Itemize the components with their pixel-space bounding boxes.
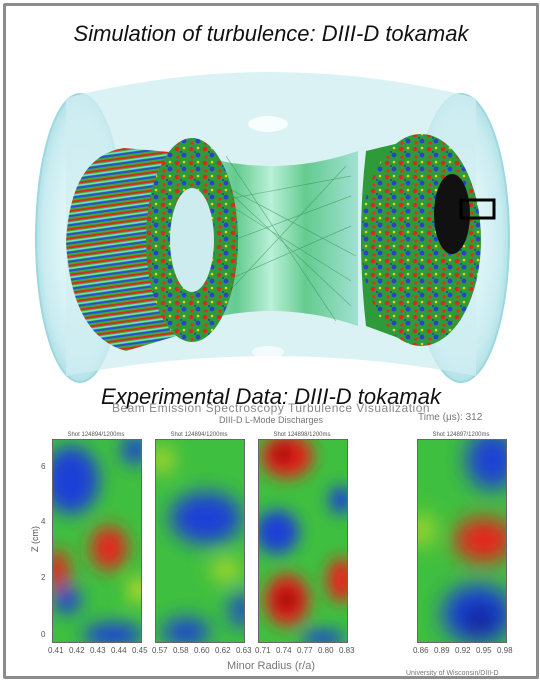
p1-xtick-1: 0.42	[69, 646, 85, 655]
panel-1-shot: Shot 124894/1200ms	[67, 432, 125, 438]
y-tick-0: 0	[41, 630, 46, 639]
time-readout: Time (μs): 312	[418, 412, 483, 423]
y-tick-6: 6	[41, 462, 46, 471]
y-tick-4: 4	[41, 517, 46, 526]
p3-xtick-1: 0.74	[276, 646, 292, 655]
bes-panel-2	[155, 439, 245, 643]
p1-xtick-2: 0.43	[90, 646, 106, 655]
y-tick-2: 2	[41, 573, 46, 582]
x-axis-label: Minor Radius (r/a)	[226, 660, 316, 672]
p4-xtick-3: 0.95	[476, 646, 492, 655]
tokamak-simulation-image	[35, 72, 510, 383]
y-axis-label: Z (cm)	[30, 526, 40, 552]
p3-xtick-3: 0.80	[318, 646, 334, 655]
p2-xtick-3: 0.62	[215, 646, 231, 655]
bes-chart-title: Beam Emission Spectroscopy Turbulence Vi…	[111, 401, 431, 415]
p2-xtick-1: 0.58	[173, 646, 189, 655]
p4-xtick-2: 0.92	[455, 646, 471, 655]
p3-xtick-2: 0.77	[297, 646, 313, 655]
simulation-title: Simulation of turbulence: DIII-D tokamak	[73, 21, 469, 46]
panel-3-shot: Shot 124898/1200ms	[273, 432, 331, 438]
p1-xtick-0: 0.41	[48, 646, 64, 655]
p2-xtick-4: 0.63	[236, 646, 252, 655]
bes-panel-4	[417, 439, 507, 643]
panel-2-shot: Shot 124894/1200ms	[170, 432, 228, 438]
p2-xtick-2: 0.60	[194, 646, 210, 655]
figure-frame: Simulation of turbulence: DIII-D tokamak	[3, 3, 539, 679]
p1-xtick-3: 0.44	[111, 646, 127, 655]
credit-text: University of Wisconsin/DIII-D	[406, 670, 499, 677]
p3-xtick-4: 0.83	[339, 646, 355, 655]
p2-xtick-0: 0.57	[152, 646, 168, 655]
p4-xtick-4: 0.98	[497, 646, 513, 655]
bes-chart-subtitle: DIII-D L-Mode Discharges	[218, 415, 324, 425]
p1-xtick-4: 0.45	[132, 646, 148, 655]
bes-panel-3	[258, 439, 348, 643]
p4-xtick-0: 0.86	[413, 646, 429, 655]
p4-xtick-1: 0.89	[434, 646, 450, 655]
p3-xtick-0: 0.71	[255, 646, 271, 655]
experimental-title: Experimental Data: DIII-D tokamak	[101, 384, 441, 409]
panel-4-shot: Shot 124897/1200ms	[432, 432, 490, 438]
bes-panel-1	[52, 439, 142, 643]
